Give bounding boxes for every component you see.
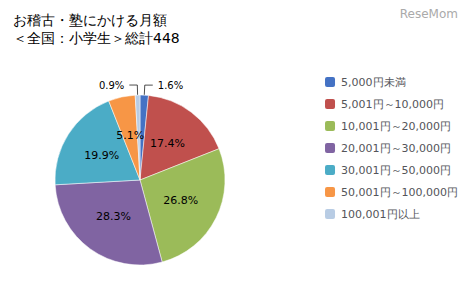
svg-text:50,001円～100,000円: 50,001円～100,000円 [341, 186, 458, 199]
svg-text:19.9%: 19.9% [84, 149, 119, 162]
svg-text:28.3%: 28.3% [96, 210, 131, 223]
svg-text:10,001円～20,000円: 10,001円～20,000円 [341, 120, 451, 133]
svg-text:5,000円未満: 5,000円未満 [341, 76, 406, 89]
svg-text:5,001円～10,000円: 5,001円～10,000円 [341, 98, 444, 111]
svg-text:26.8%: 26.8% [163, 194, 198, 207]
svg-text:1.6%: 1.6% [158, 80, 183, 91]
svg-text:0.9%: 0.9% [99, 80, 124, 91]
svg-text:ReseMom: ReseMom [400, 7, 458, 21]
svg-text:＜全国：小学生＞総計448: ＜全国：小学生＞総計448 [13, 30, 180, 46]
svg-text:17.4%: 17.4% [150, 137, 185, 150]
svg-text:お稽古・塾にかける月額: お稽古・塾にかける月額 [13, 12, 167, 28]
svg-text:30,001円～50,000円: 30,001円～50,000円 [341, 164, 451, 177]
svg-text:20,001円～30,000円: 20,001円～30,000円 [341, 142, 451, 155]
svg-text:100,001円以上: 100,001円以上 [341, 208, 420, 221]
svg-text:5.1%: 5.1% [116, 129, 144, 142]
